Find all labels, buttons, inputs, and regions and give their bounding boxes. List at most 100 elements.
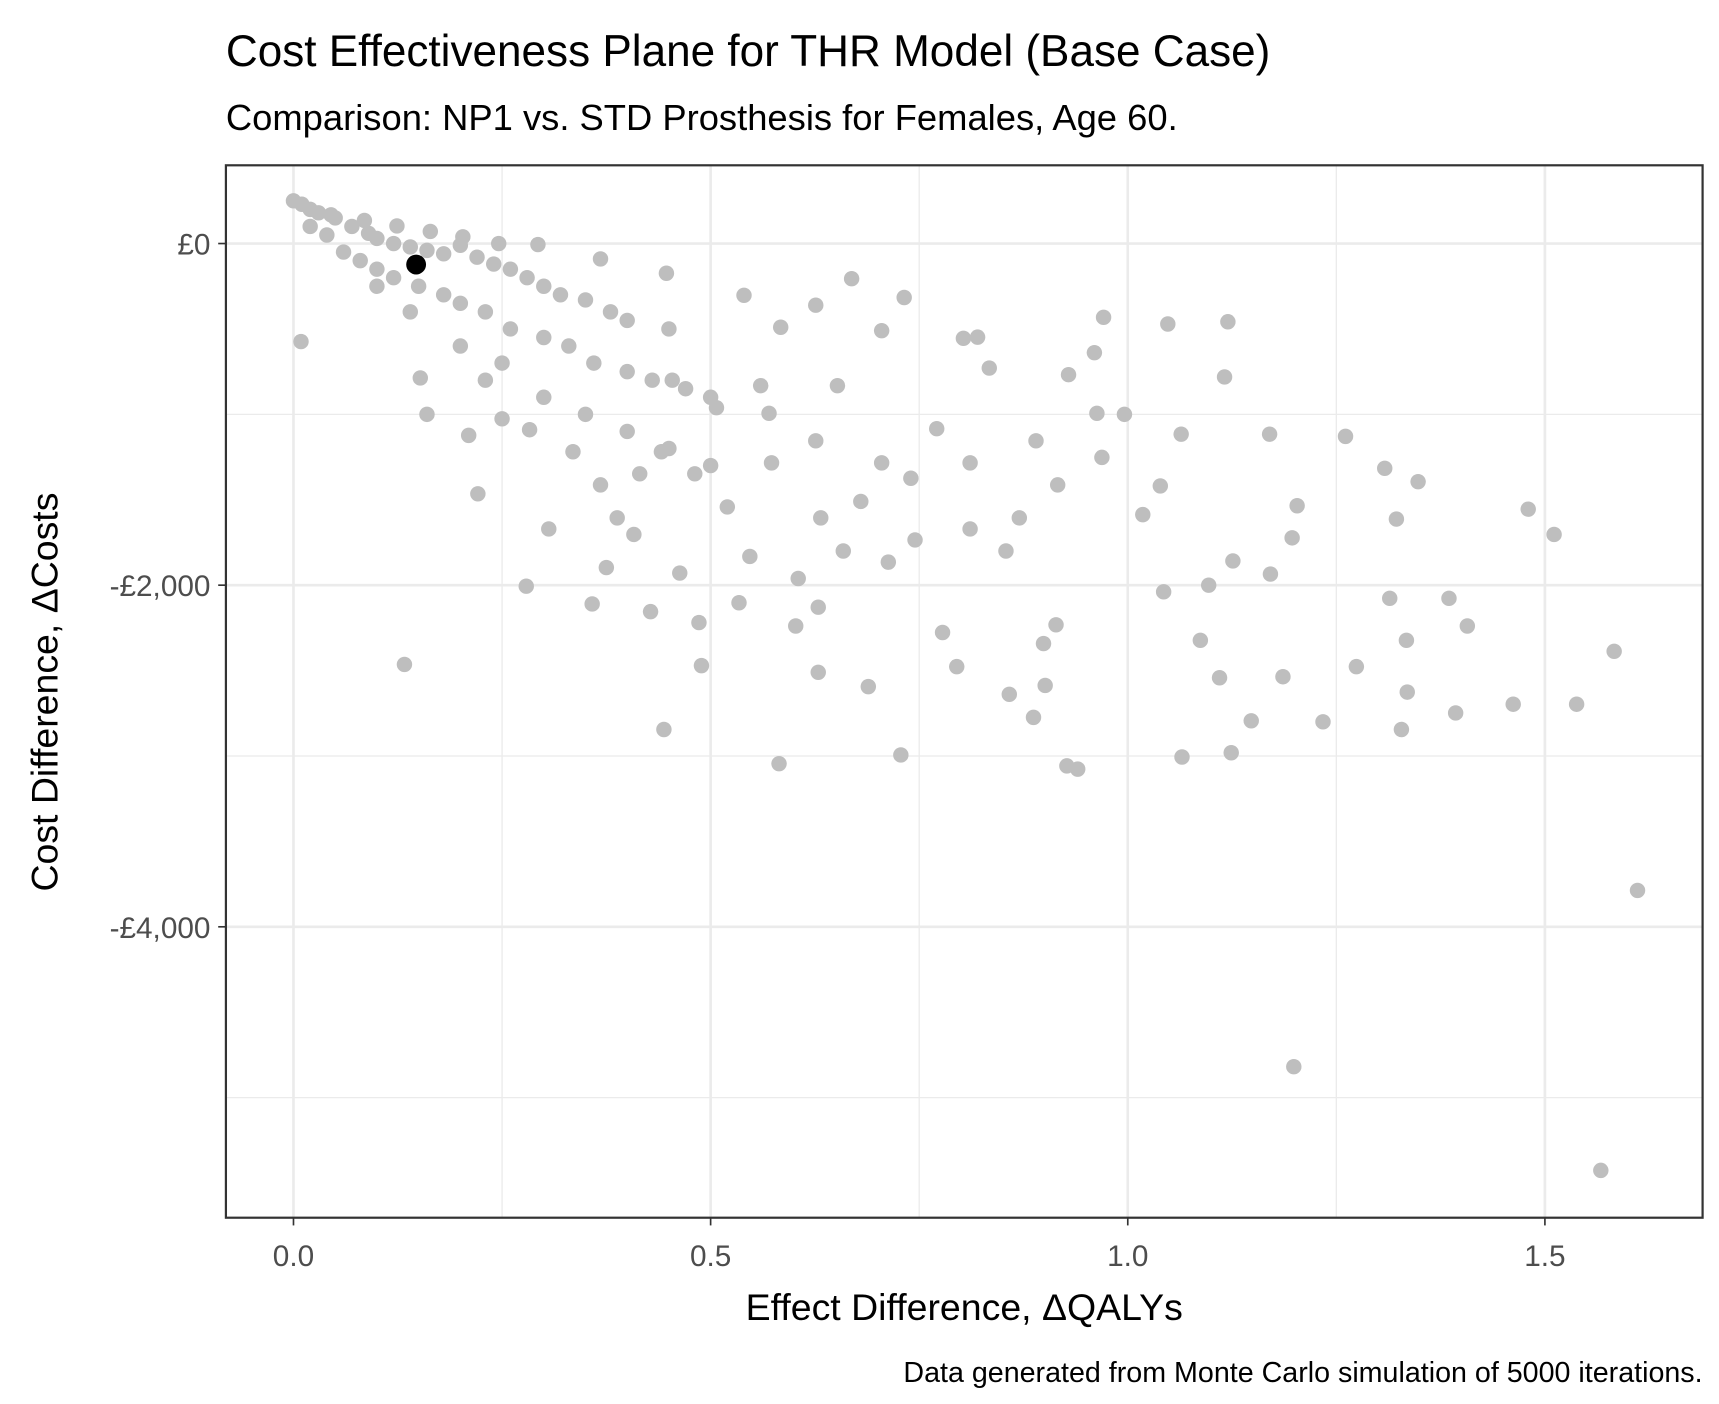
x-axis-title: Effect Difference, ΔQALYs bbox=[746, 1286, 1183, 1328]
scatter-point bbox=[536, 389, 552, 405]
scatter-point bbox=[664, 372, 680, 388]
scatter-point bbox=[293, 333, 309, 350]
scatter-point bbox=[642, 603, 659, 620]
chart-title: Cost Effectiveness Plane for THR Model (… bbox=[226, 27, 1270, 76]
scatter-point bbox=[719, 499, 736, 515]
scatter-point bbox=[896, 289, 912, 306]
scatter-point bbox=[609, 510, 625, 526]
scatter-point bbox=[460, 427, 477, 444]
scatter-point bbox=[477, 372, 494, 388]
scatter-point bbox=[708, 399, 725, 416]
scatter-point bbox=[1398, 632, 1415, 649]
scatter-point bbox=[1116, 406, 1133, 423]
scatter-point bbox=[491, 235, 507, 252]
y-tick-label: -£4,000 bbox=[110, 912, 211, 945]
scatter-point bbox=[1225, 553, 1241, 569]
scatter-point bbox=[1060, 367, 1077, 383]
chart-root: Cost Effectiveness Plane for THR Model (… bbox=[23, 27, 1704, 1389]
scatter-point bbox=[1382, 590, 1398, 607]
scatter-point bbox=[1243, 713, 1259, 729]
scatter-point bbox=[808, 433, 824, 449]
scatter-point bbox=[323, 207, 339, 223]
scatter-point bbox=[494, 411, 510, 427]
scatter-point bbox=[731, 595, 747, 611]
scatter-point bbox=[903, 470, 919, 486]
scatter-point bbox=[502, 261, 519, 277]
scatter-point bbox=[873, 322, 890, 339]
scatter-point bbox=[561, 338, 577, 354]
scatter-point bbox=[653, 444, 670, 460]
scatter-point bbox=[969, 329, 986, 345]
scatter-point bbox=[412, 370, 429, 386]
scatter-point bbox=[1520, 501, 1536, 517]
scatter-point bbox=[810, 599, 826, 615]
scatter-point bbox=[907, 532, 923, 548]
scatter-point bbox=[808, 297, 824, 313]
scatter-point bbox=[1441, 590, 1457, 607]
x-tick-label: 0.0 bbox=[273, 1240, 314, 1273]
scatter-point bbox=[319, 227, 335, 243]
scatter-point bbox=[632, 466, 648, 482]
scatter-point bbox=[829, 377, 846, 394]
scatter-point bbox=[502, 321, 519, 337]
scatter-point bbox=[1200, 577, 1217, 593]
scatter-point bbox=[835, 543, 851, 559]
scatter-point bbox=[586, 355, 602, 371]
scatter-point bbox=[1393, 721, 1410, 738]
scatter-point bbox=[1135, 506, 1151, 523]
scatter-point bbox=[955, 330, 972, 347]
scatter-point bbox=[644, 372, 660, 388]
scatter-point bbox=[1286, 1058, 1302, 1075]
scatter-point bbox=[536, 329, 552, 346]
scatter-point bbox=[521, 422, 538, 438]
scatter-point bbox=[435, 287, 452, 303]
scatter-point bbox=[656, 721, 672, 738]
scatter-point bbox=[419, 406, 435, 423]
scatter-point bbox=[470, 486, 486, 502]
scatter-point bbox=[335, 244, 352, 260]
scatter-point bbox=[452, 295, 469, 312]
scatter-point bbox=[860, 678, 877, 695]
scatter-point bbox=[813, 510, 829, 526]
scatter-point bbox=[1155, 584, 1172, 600]
scatter-point bbox=[592, 251, 609, 267]
scatter-point bbox=[810, 664, 826, 681]
scatter-point bbox=[772, 319, 789, 335]
scatter-point bbox=[477, 304, 494, 320]
scatter-point bbox=[385, 235, 402, 252]
panel-border bbox=[224, 164, 1704, 1219]
scatter-point bbox=[790, 570, 806, 587]
scatter-point bbox=[1399, 684, 1415, 700]
scatter-point bbox=[302, 218, 318, 235]
scatter-point bbox=[981, 360, 997, 376]
scatter-point bbox=[672, 565, 688, 581]
scatter-point bbox=[369, 230, 385, 247]
x-tick-label: 0.5 bbox=[690, 1240, 731, 1273]
scatter-point bbox=[1095, 309, 1112, 326]
scatter-point bbox=[1593, 1162, 1609, 1179]
scatter-point bbox=[406, 254, 427, 275]
scatter-point bbox=[752, 377, 769, 394]
scatter-point bbox=[998, 543, 1014, 559]
scatter-point bbox=[677, 381, 694, 397]
scatter-point bbox=[687, 466, 703, 482]
scatter-point bbox=[843, 271, 860, 287]
scatter-point bbox=[619, 312, 635, 329]
scatter-point bbox=[1337, 428, 1354, 445]
scatter-point bbox=[435, 246, 452, 262]
scatter-point bbox=[592, 477, 609, 493]
scatter-point bbox=[1001, 686, 1018, 703]
scatter-point bbox=[1459, 618, 1476, 634]
scatter-point bbox=[422, 223, 439, 240]
scatter-point bbox=[1089, 405, 1105, 422]
scatter-point bbox=[661, 321, 677, 337]
scatter-point bbox=[402, 304, 419, 320]
scatter-point bbox=[929, 420, 945, 437]
scatter-point bbox=[1160, 316, 1176, 332]
scatter-point bbox=[356, 212, 373, 229]
scatter-point bbox=[1174, 749, 1190, 765]
scatter-point bbox=[1069, 761, 1086, 777]
scatter-point bbox=[693, 657, 710, 674]
x-tick-label: 1.0 bbox=[1107, 1240, 1148, 1273]
scatter-point bbox=[763, 455, 780, 471]
